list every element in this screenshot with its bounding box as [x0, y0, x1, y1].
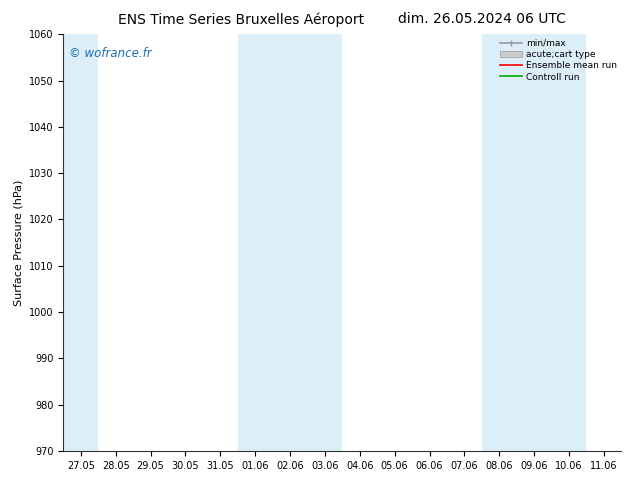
Bar	[238, 34, 342, 451]
Text: ENS Time Series Bruxelles Aéroport: ENS Time Series Bruxelles Aéroport	[118, 12, 364, 27]
Bar	[482, 34, 586, 451]
Text: dim. 26.05.2024 06 UTC: dim. 26.05.2024 06 UTC	[398, 12, 566, 26]
Y-axis label: Surface Pressure (hPa): Surface Pressure (hPa)	[13, 179, 23, 306]
Bar	[63, 34, 98, 451]
Legend: min/max, acute;cart type, Ensemble mean run, Controll run: min/max, acute;cart type, Ensemble mean …	[498, 37, 619, 83]
Text: © wofrance.fr: © wofrance.fr	[69, 47, 152, 60]
